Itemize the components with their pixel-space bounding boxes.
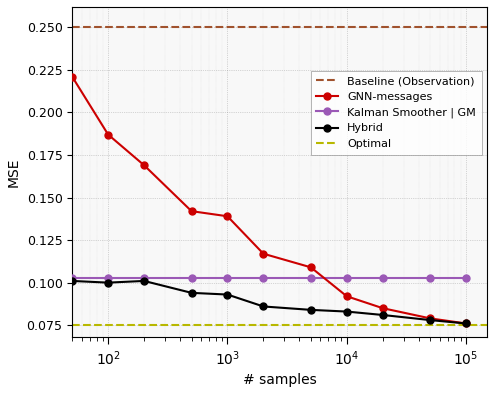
GNN-messages [224,214,230,219]
Hybrid [463,321,469,326]
Kalman Smoother | GM [141,276,147,281]
GNN-messages [344,294,350,299]
Kalman Smoother | GM [189,276,195,281]
Legend: Baseline (Observation), GNN-messages, Kalman Smoother | GM, Hybrid, Optimal: Baseline (Observation), GNN-messages, Ka… [311,71,482,154]
Y-axis label: MSE: MSE [7,157,21,187]
Kalman Smoother | GM [427,276,433,281]
Kalman Smoother | GM [260,276,266,281]
Hybrid [189,290,195,295]
Kalman Smoother | GM [69,276,75,281]
Hybrid [141,279,147,283]
Hybrid [380,312,386,317]
GNN-messages [380,306,386,310]
GNN-messages [260,251,266,256]
X-axis label: # samples: # samples [243,373,317,387]
Kalman Smoother | GM [380,276,386,281]
Line: Hybrid: Hybrid [69,277,469,327]
GNN-messages [69,74,75,79]
Kalman Smoother | GM [463,276,469,281]
GNN-messages [463,321,469,326]
Hybrid [69,279,75,283]
Line: Kalman Smoother | GM: Kalman Smoother | GM [69,275,469,282]
Hybrid [427,318,433,322]
Hybrid [308,307,314,312]
GNN-messages [105,132,111,137]
GNN-messages [189,209,195,214]
GNN-messages [308,265,314,269]
Kalman Smoother | GM [308,276,314,281]
GNN-messages [427,316,433,321]
Hybrid [260,304,266,309]
Kalman Smoother | GM [224,276,230,281]
GNN-messages [141,163,147,167]
Hybrid [105,280,111,285]
Line: GNN-messages: GNN-messages [69,73,469,327]
Kalman Smoother | GM [105,276,111,281]
Kalman Smoother | GM [344,276,350,281]
Hybrid [344,309,350,314]
Hybrid [224,292,230,297]
